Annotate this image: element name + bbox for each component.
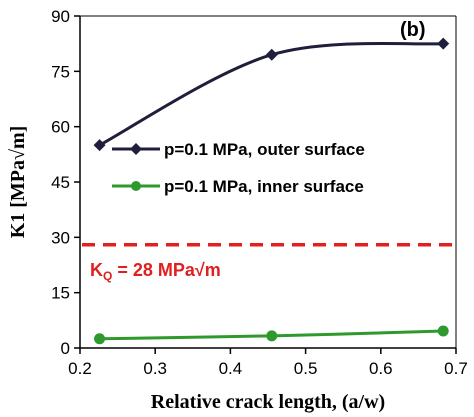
y-tick-label: 30: [51, 228, 70, 247]
legend-marker-inner: [131, 181, 141, 191]
y-tick-label: 45: [51, 173, 70, 192]
series-1-point: [437, 325, 449, 337]
y-tick-label: 60: [51, 118, 70, 137]
kq-label-main: K: [90, 260, 103, 280]
x-axis-title: Relative crack length, (a/w): [151, 391, 385, 413]
kq-label-rest: = 28 MPa√m: [112, 260, 220, 280]
y-tick-label: 15: [51, 284, 70, 303]
panel-label: (b): [400, 19, 426, 41]
legend: p=0.1 MPa, outer surface p=0.1 MPa, inne…: [112, 140, 365, 196]
legend-label-outer: p=0.1 MPa, outer surface: [164, 140, 365, 159]
y-tick-label: 75: [51, 62, 70, 81]
series-0-point: [437, 37, 450, 50]
x-axis-ticks: 0.2 0.3 0.4 0.5 0.6 0.7: [68, 348, 468, 378]
x-tick-label: 0.7: [444, 359, 468, 378]
kq-label-sub: Q: [103, 269, 112, 283]
x-tick-label: 0.6: [369, 359, 393, 378]
x-tick-label: 0.2: [68, 359, 92, 378]
y-tick-label: 90: [51, 7, 70, 26]
series-0-point: [93, 139, 106, 152]
series-0-point: [265, 48, 278, 61]
x-tick-label: 0.3: [143, 359, 167, 378]
legend-marker-outer: [130, 143, 142, 155]
kq-threshold-label: KQ = 28 MPa√m: [90, 260, 221, 283]
series-1-point: [94, 333, 106, 345]
series-1-point: [266, 330, 278, 342]
x-tick-label: 0.4: [219, 359, 243, 378]
y-tick-label: 0: [61, 339, 70, 358]
y-axis-ticks: 0 15 30 45 60 75 90: [51, 7, 80, 358]
y-axis-title: K1 [MPa√m]: [7, 126, 29, 239]
legend-label-inner: p=0.1 MPa, inner surface: [164, 177, 364, 196]
series-layer: [93, 37, 450, 345]
x-tick-label: 0.5: [294, 359, 318, 378]
